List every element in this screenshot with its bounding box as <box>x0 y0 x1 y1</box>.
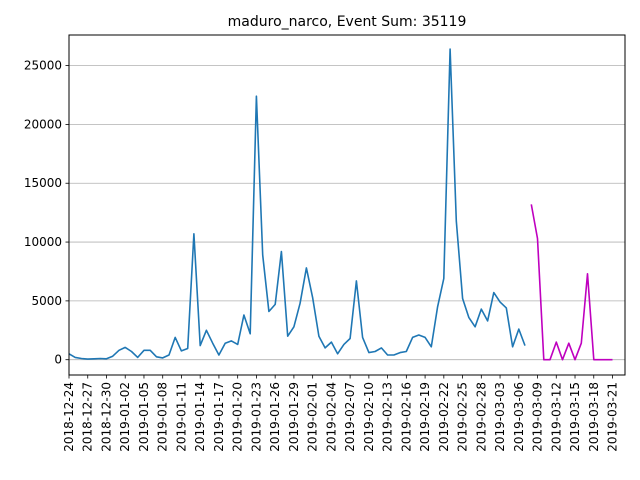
y-tick-label: 20000 <box>24 117 62 131</box>
x-tick-label: 2019-01-08 <box>156 382 170 452</box>
y-tick-label: 5000 <box>31 294 62 308</box>
x-tick-label: 2019-01-20 <box>231 382 245 452</box>
chart-title: maduro_narco, Event Sum: 35119 <box>228 14 467 30</box>
x-tick-label: 2019-03-15 <box>568 382 582 452</box>
grid <box>69 65 625 361</box>
x-tick-label: 2019-01-02 <box>118 382 132 452</box>
y-tick-label: 25000 <box>24 59 62 73</box>
x-tick-label: 2019-03-06 <box>512 382 526 452</box>
x-tick-label: 2019-02-19 <box>418 382 432 452</box>
series-line-2 <box>530 204 613 361</box>
series-line-1 <box>68 48 526 360</box>
x-tick-label: 2019-01-17 <box>212 382 226 452</box>
x-tick-label: 2019-02-10 <box>362 382 376 452</box>
x-tick-label: 2019-01-05 <box>137 382 151 452</box>
y-axis: 0 5000 10000 15000 20000 25000 <box>24 59 69 367</box>
x-tick-label: 2019-03-03 <box>493 382 507 452</box>
y-tick-label: 15000 <box>24 176 62 190</box>
x-tick-label: 2019-01-14 <box>193 382 207 452</box>
x-tick-label: 2019-01-29 <box>287 382 301 452</box>
x-tick-label: 2018-12-27 <box>81 382 95 452</box>
x-tick-label: 2019-02-13 <box>381 382 395 452</box>
x-tick-label: 2018-12-24 <box>62 382 76 452</box>
x-tick-label: 2019-02-16 <box>399 382 413 452</box>
series-layer <box>68 48 613 361</box>
y-tick-label: 10000 <box>24 235 62 249</box>
x-axis: 2018-12-24 2018-12-27 2018-12-30 2019-01-02… <box>62 375 620 452</box>
x-tick-label: 2019-03-12 <box>549 382 563 452</box>
x-tick-label: 2019-02-01 <box>306 382 320 452</box>
x-tick-label: 2019-01-11 <box>174 382 188 452</box>
plot-frame <box>68 34 626 376</box>
x-tick-label: 2019-03-09 <box>531 382 545 452</box>
x-tick-label: 2019-02-22 <box>437 382 451 452</box>
x-tick-label: 2019-02-25 <box>456 382 470 452</box>
y-tick-label: 0 <box>54 353 62 367</box>
x-tick-label: 2018-12-30 <box>99 382 113 452</box>
x-tick-label: 2019-02-28 <box>474 382 488 452</box>
x-tick-label: 2019-01-23 <box>249 382 263 452</box>
x-tick-label: 2019-02-07 <box>343 382 357 452</box>
x-tick-label: 2019-03-21 <box>606 382 620 452</box>
x-tick-label: 2019-02-04 <box>324 382 338 452</box>
x-tick-label: 2019-03-18 <box>587 382 601 452</box>
x-tick-label: 2019-01-26 <box>268 382 282 452</box>
